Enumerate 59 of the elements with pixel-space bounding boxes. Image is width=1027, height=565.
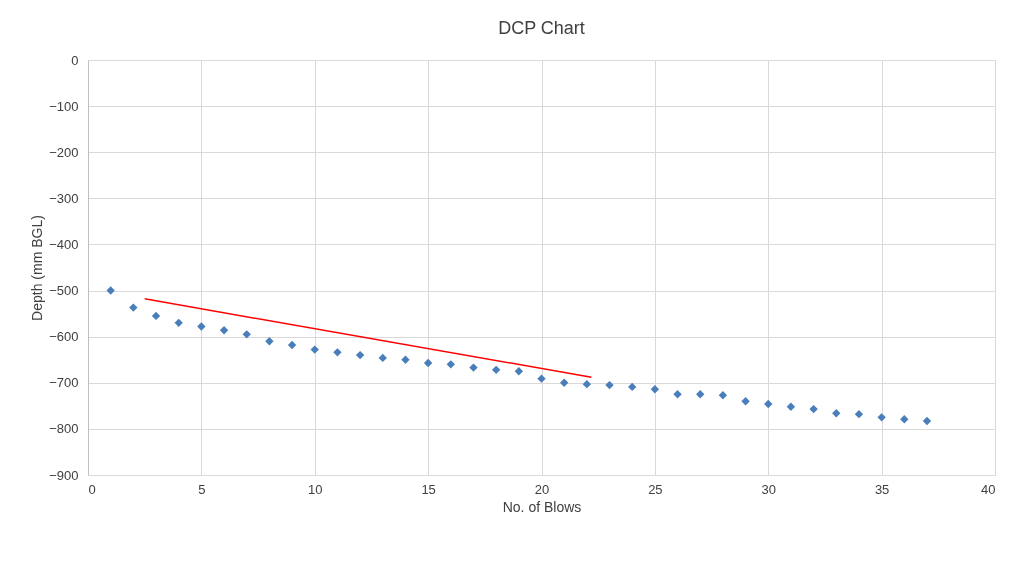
- chart-title: DCP Chart: [498, 18, 585, 38]
- point: [854, 409, 864, 419]
- y-tick-label: −400: [49, 236, 79, 252]
- point: [491, 365, 501, 375]
- point: [696, 390, 705, 399]
- y-tick-label: −700: [49, 375, 79, 391]
- y-tick-label: −600: [49, 329, 79, 345]
- point: [718, 391, 728, 400]
- x-axis-title: No. of Blows: [502, 498, 582, 515]
- point: [423, 358, 433, 368]
- point: [469, 363, 478, 372]
- point: [741, 397, 750, 406]
- point: [333, 348, 342, 357]
- point: [378, 353, 387, 363]
- point: [832, 409, 841, 418]
- point: [809, 404, 818, 414]
- point: [242, 330, 251, 339]
- point: [446, 360, 455, 369]
- y-tick-label: −800: [49, 421, 79, 437]
- point: [764, 399, 773, 409]
- y-tick-label: −300: [49, 190, 79, 206]
- point: [628, 382, 637, 392]
- point: [786, 402, 796, 411]
- x-tick-label: 15: [421, 481, 436, 497]
- point: [197, 322, 206, 331]
- x-tick-label: 40: [981, 481, 996, 497]
- point: [877, 413, 886, 422]
- y-tick-label: −100: [49, 98, 79, 114]
- y-tick-label: −900: [49, 467, 79, 483]
- point: [514, 367, 524, 376]
- y-tick-label: 0: [71, 52, 79, 68]
- x-tick-label: 35: [874, 481, 890, 497]
- point: [922, 416, 932, 426]
- point: [174, 318, 183, 328]
- x-tick-label: 0: [88, 481, 96, 497]
- point: [559, 378, 569, 387]
- x-tick-label: 25: [648, 481, 663, 497]
- x-tick-label: 5: [198, 481, 206, 497]
- point: [310, 345, 319, 354]
- point: [129, 303, 138, 312]
- y-axis-title: Depth (mm BGL): [29, 215, 46, 321]
- point: [219, 326, 229, 335]
- point: [582, 379, 592, 389]
- y-tick-label: −500: [49, 283, 79, 299]
- x-tick-label: 30: [761, 481, 776, 497]
- point: [265, 337, 274, 346]
- point: [401, 355, 410, 364]
- point: [106, 286, 115, 295]
- point: [650, 385, 660, 394]
- y-tick-label: −200: [49, 144, 79, 160]
- point: [673, 390, 682, 399]
- point: [537, 374, 546, 383]
- point: [605, 380, 614, 390]
- point: [355, 350, 365, 360]
- x-tick-label: 10: [308, 481, 323, 497]
- point: [151, 311, 161, 321]
- point: [287, 340, 297, 350]
- x-tick-label: 20: [534, 481, 550, 497]
- point: [900, 415, 909, 424]
